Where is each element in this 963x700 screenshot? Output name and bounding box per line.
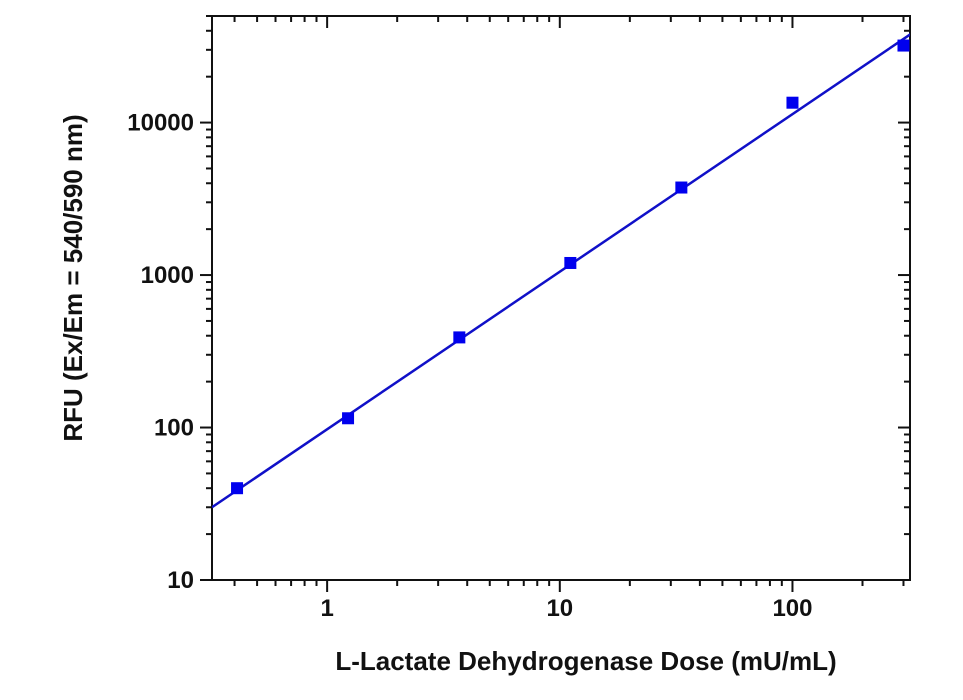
x-axis-title: L-Lactate Dehydrogenase Dose (mU/mL) <box>335 646 836 676</box>
y-axis-title: RFU (Ex/Em = 540/590 nm) <box>58 114 88 441</box>
y-axis-tick-labels: 10 100 1000 10000 <box>127 110 194 594</box>
y-axis-ticks <box>200 15 910 581</box>
x-tick-label: 100 <box>772 595 812 622</box>
x-tick-label: 10 <box>546 595 573 622</box>
y-tick-label: 10 <box>167 567 194 594</box>
data-point <box>231 482 244 495</box>
data-points <box>231 39 910 495</box>
data-point <box>453 331 466 344</box>
data-point <box>342 412 355 425</box>
y-tick-label: 1000 <box>141 262 194 289</box>
x-axis-tick-labels: 1 10 100 <box>320 595 812 622</box>
data-point <box>675 181 688 194</box>
y-tick-label: 10000 <box>127 110 194 137</box>
x-tick-label: 1 <box>320 595 333 622</box>
y-tick-label: 100 <box>154 415 194 442</box>
fit-line-group <box>212 33 910 509</box>
data-point <box>897 39 910 52</box>
fit-line <box>212 33 910 509</box>
data-point <box>564 256 577 269</box>
data-point <box>786 96 799 109</box>
x-axis-ticks <box>233 16 905 592</box>
plot-frame <box>211 15 911 581</box>
